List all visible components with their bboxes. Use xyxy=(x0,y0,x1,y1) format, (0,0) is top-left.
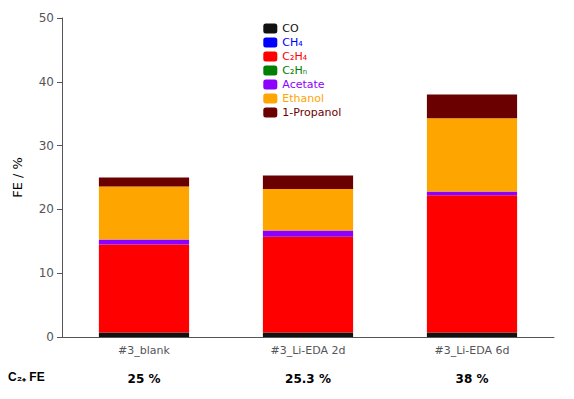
svg-text:Ethanol: Ethanol xyxy=(282,92,324,105)
svg-text:C₂H₄: C₂H₄ xyxy=(282,50,307,63)
svg-text:0: 0 xyxy=(46,330,54,344)
svg-text:#3_blank: #3_blank xyxy=(118,344,170,357)
svg-text:25 %: 25 % xyxy=(128,372,161,386)
svg-text:20: 20 xyxy=(39,202,54,216)
svg-text:Acetate: Acetate xyxy=(282,78,325,91)
svg-text:1-Propanol: 1-Propanol xyxy=(282,106,341,119)
svg-text:#3_Li-EDA 6d: #3_Li-EDA 6d xyxy=(434,344,509,357)
svg-text:CH₄: CH₄ xyxy=(282,36,303,49)
svg-text:C₂₊ FE: C₂₊ FE xyxy=(8,370,45,384)
svg-text:C₂Hₙ: C₂Hₙ xyxy=(282,64,307,77)
svg-text:CO: CO xyxy=(282,22,299,35)
svg-text:40: 40 xyxy=(39,75,54,89)
svg-text:#3_Li-EDA 2d: #3_Li-EDA 2d xyxy=(270,344,345,357)
svg-text:50: 50 xyxy=(39,11,54,25)
svg-text:25.3 %: 25.3 % xyxy=(285,372,331,386)
svg-text:10: 10 xyxy=(39,266,54,280)
svg-text:38 %: 38 % xyxy=(456,372,489,386)
svg-text:FE / %: FE / % xyxy=(10,157,25,198)
svg-text:30: 30 xyxy=(39,139,54,153)
